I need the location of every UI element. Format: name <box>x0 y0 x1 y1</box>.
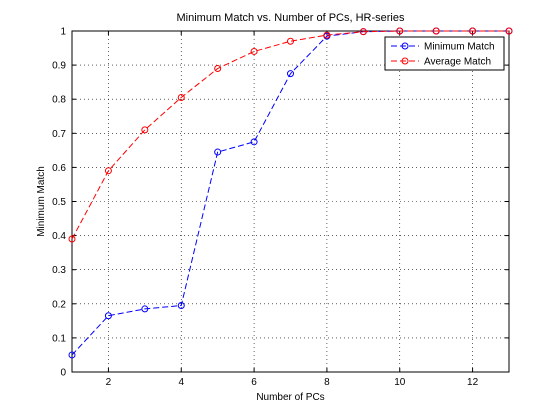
x-axis-label: Number of PCs <box>256 392 324 403</box>
legend-item-average-match: Average Match <box>391 57 491 68</box>
x-tick-label: 10 <box>394 377 406 388</box>
legend: Minimum Match Average Match <box>384 36 505 71</box>
y-tick-label: 0.2 <box>52 299 66 310</box>
data-point-average-match <box>68 235 76 243</box>
plot-area <box>71 30 510 373</box>
y-tick-label: 0.7 <box>52 129 66 140</box>
x-tick-label: 8 <box>324 377 330 388</box>
legend-box <box>384 36 505 71</box>
data-point-minimum-match <box>104 312 112 320</box>
y-axis-label: Minimum Match <box>36 166 47 237</box>
y-tick-label: 1 <box>60 27 66 38</box>
y-tick-label: 0.5 <box>52 197 66 208</box>
x-tick-label: 6 <box>251 377 257 388</box>
y-tick-label: 0.4 <box>52 231 66 242</box>
data-point-average-match <box>469 27 477 35</box>
data-point-minimum-match <box>68 351 76 359</box>
data-point-average-match <box>432 27 440 35</box>
y-tick-label: 0.3 <box>52 265 66 276</box>
x-tick-label: 12 <box>467 377 479 388</box>
y-tick-label: 0 <box>60 368 66 379</box>
data-point-minimum-match <box>250 138 258 146</box>
x-tick-label: 4 <box>178 377 184 388</box>
legend-item-minimum-match: Minimum Match <box>391 42 495 53</box>
chart-title: Minimum Match vs. Number of PCs, HR-seri… <box>177 12 405 24</box>
legend-marker-average-match <box>401 57 409 65</box>
legend-label-minimum-match: Minimum Match <box>424 42 495 53</box>
series-average-match <box>68 27 513 243</box>
x-axis-ticks: 2 4 6 8 10 12 <box>106 31 479 388</box>
data-point-minimum-match <box>214 148 222 156</box>
data-point-minimum-match <box>141 305 149 313</box>
data-point-average-match <box>250 47 258 55</box>
data-point-average-match <box>359 28 367 36</box>
data-point-minimum-match <box>177 302 185 310</box>
data-point-average-match <box>177 93 185 101</box>
legend-marker-minimum-match <box>401 42 409 50</box>
data-point-average-match <box>323 31 331 39</box>
data-point-average-match <box>214 65 222 73</box>
y-tick-label: 0.9 <box>52 61 66 72</box>
data-point-average-match <box>396 27 404 35</box>
legend-label-average-match: Average Match <box>424 57 491 68</box>
y-tick-label: 0.1 <box>52 333 66 344</box>
data-point-average-match <box>141 126 149 134</box>
data-point-average-match <box>287 37 294 45</box>
data-point-average-match <box>104 167 112 175</box>
data-point-minimum-match <box>287 70 294 78</box>
series-line-average-match <box>71 30 509 240</box>
data-point-average-match <box>505 27 513 35</box>
series-layer <box>68 27 513 359</box>
y-tick-label: 0.8 <box>52 95 66 106</box>
x-tick-label: 2 <box>106 377 112 388</box>
y-axis-ticks: 0 0.1 0.2 0.3 0.4 0.5 0.6 0.7 0.8 0.9 1 <box>52 27 509 379</box>
y-tick-label: 0.6 <box>52 163 66 174</box>
